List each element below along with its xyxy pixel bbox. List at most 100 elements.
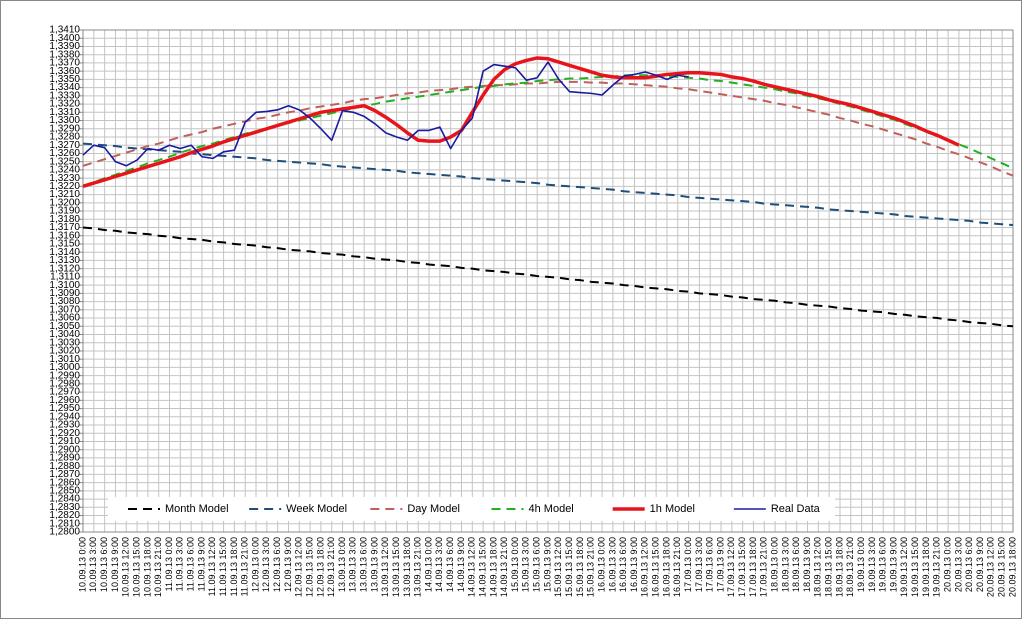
x-tick-label: 20.09.13 9:00	[975, 537, 985, 592]
x-tick-label: 17.09.13 15:00	[737, 537, 747, 597]
x-tick-label: 19.09.13 6:00	[878, 537, 888, 592]
x-tick-label: 11.09.13 9:00	[196, 537, 206, 591]
series-line	[82, 80, 1014, 177]
y-tick-label: 1,2840	[49, 494, 80, 505]
y-tick-label: 1,3100	[49, 280, 80, 291]
y-tick-label: 1,2950	[49, 403, 80, 414]
x-tick-label: 14.09.13 18:00	[488, 537, 498, 597]
y-tick-label: 1,2960	[49, 395, 80, 406]
x-tick-label: 16.09.13 18:00	[661, 537, 671, 597]
x-tick-label: 10.09.13 0:00	[77, 537, 87, 592]
y-tick-label: 1,3060	[49, 313, 80, 324]
x-tick-label: 16.09.13 0:00	[596, 537, 606, 592]
x-tick-label: 15.09.13 18:00	[575, 537, 585, 597]
y-tick-label: 1,3050	[49, 321, 80, 332]
y-tick-label: 1,3020	[49, 346, 80, 357]
x-tick-label: 10.09.13 21:00	[153, 537, 163, 597]
x-tick-label: 11.09.13 12:00	[207, 537, 217, 596]
x-tick-label: 18.09.13 21:00	[845, 537, 855, 597]
y-tick-label: 1,3220	[49, 181, 80, 192]
y-tick-label: 1,3380	[49, 49, 80, 60]
series-line	[82, 61, 689, 167]
x-tick-label: 10.09.13 9:00	[110, 537, 120, 592]
series-line	[82, 226, 1014, 328]
x-tick-label: 14.09.13 9:00	[456, 537, 466, 592]
x-tick-label: 15.09.13 15:00	[564, 537, 574, 597]
y-tick-label: 1,2880	[49, 461, 80, 472]
legend-label: Real Data	[771, 503, 821, 515]
y-tick-label: 1,2920	[49, 428, 80, 439]
series-line	[82, 142, 1014, 227]
x-tick-label: 19.09.13 12:00	[899, 537, 909, 597]
y-tick-label: 1,2800	[49, 527, 80, 538]
y-tick-label: 1,3250	[49, 156, 80, 167]
x-tick-label: 13.09.13 21:00	[413, 537, 423, 597]
y-tick-label: 1,3270	[49, 140, 80, 151]
x-tick-label: 18.09.13 6:00	[791, 537, 801, 592]
y-tick-label: 1,3110	[50, 272, 80, 283]
y-tick-label: 1,2820	[49, 510, 80, 521]
y-tick-label: 1,3070	[49, 304, 80, 315]
x-tick-label: 11.09.13 0:00	[164, 537, 174, 591]
x-tick-label: 10.09.13 3:00	[88, 537, 98, 592]
x-tick-label: 17.09.13 12:00	[726, 537, 736, 597]
y-tick-label: 1,3090	[49, 288, 80, 299]
x-tick-label: 13.09.13 15:00	[391, 537, 401, 597]
series-line	[82, 56, 960, 189]
x-tick-label: 12.09.13 15:00	[304, 537, 314, 597]
x-tick-label: 20.09.13 3:00	[953, 537, 963, 592]
x-tick-label: 19.09.13 9:00	[888, 537, 898, 592]
x-tick-label: 15.09.13 0:00	[510, 537, 520, 592]
x-tick-label: 13.09.13 18:00	[402, 537, 412, 597]
x-tick-label: 12.09.13 3:00	[261, 537, 271, 592]
y-tick-label: 1,3030	[49, 337, 80, 348]
x-tick-label: 16.09.13 21:00	[672, 537, 682, 597]
x-tick-label: 20.09.13 12:00	[986, 537, 996, 597]
x-tick-label: 16.09.13 12:00	[640, 537, 650, 597]
x-tick-label: 12.09.13 6:00	[272, 537, 282, 592]
x-tick-label: 10.09.13 18:00	[142, 537, 152, 597]
x-tick-label: 15.09.13 9:00	[542, 537, 552, 592]
y-tick-label: 1,3400	[49, 33, 80, 44]
y-tick-label: 1,3000	[49, 362, 80, 373]
x-tick-label: 14.09.13 21:00	[499, 537, 509, 597]
x-tick-label: 13.09.13 12:00	[380, 537, 390, 597]
y-tick-label: 1,2910	[49, 436, 80, 447]
legend-label: Day Model	[407, 503, 460, 515]
x-tick-label: 18.09.13 0:00	[769, 537, 779, 592]
plot-border	[82, 29, 1014, 533]
y-tick-label: 1,3290	[49, 123, 80, 134]
x-tick-label: 16.09.13 3:00	[607, 537, 617, 592]
x-tick-label: 15.09.13 12:00	[553, 537, 563, 597]
y-tick-label: 1,3340	[49, 82, 80, 93]
y-tick-label: 1,2930	[49, 420, 80, 431]
x-tick-label: 15.09.13 21:00	[586, 537, 596, 597]
x-tick-label: 14.09.13 3:00	[434, 537, 444, 592]
y-tick-label: 1,3330	[49, 90, 80, 101]
y-tick-label: 1,3360	[49, 66, 80, 77]
y-tick-label: 1,3140	[49, 247, 80, 258]
x-tick-label: 20.09.13 6:00	[964, 537, 974, 592]
y-tick-label: 1,2870	[49, 469, 80, 480]
x-tick-label: 19.09.13 0:00	[856, 537, 866, 592]
y-tick-label: 1,3150	[49, 239, 80, 250]
x-tick-label: 11.09.13 18:00	[229, 537, 239, 596]
x-tick-label: 18.09.13 18:00	[834, 537, 844, 597]
y-tick-label: 1,3010	[49, 354, 80, 365]
y-tick-label: 1,2970	[49, 387, 80, 398]
x-tick-label: 18.09.13 15:00	[824, 537, 834, 597]
x-tick-label: 16.09.13 15:00	[651, 537, 661, 597]
x-tick-label: 12.09.13 18:00	[315, 537, 325, 597]
x-tick-label: 14.09.13 15:00	[477, 537, 487, 597]
y-tick-label: 1,3370	[49, 58, 80, 69]
x-tick-label: 18.09.13 12:00	[813, 537, 823, 597]
x-tick-label: 10.09.13 12:00	[121, 537, 131, 597]
legend-label: Month Model	[165, 503, 229, 515]
x-tick-label: 15.09.13 6:00	[532, 537, 542, 592]
x-tick-label: 14.09.13 6:00	[445, 537, 455, 592]
x-tick-label: 19.09.13 18:00	[921, 537, 931, 597]
y-tick-label: 1,3320	[49, 99, 80, 110]
x-tick-label: 16.09.13 9:00	[629, 537, 639, 592]
y-tick-label: 1,3390	[49, 41, 80, 52]
